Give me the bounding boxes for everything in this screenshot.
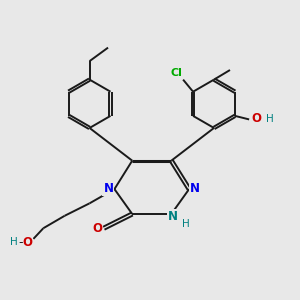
Text: Cl: Cl (171, 68, 183, 78)
Text: O: O (92, 222, 102, 235)
Text: H: H (266, 114, 273, 124)
Text: N: N (168, 210, 178, 223)
Text: -: - (18, 236, 22, 249)
Text: O: O (22, 236, 32, 249)
Text: N: N (190, 182, 200, 195)
Text: N: N (103, 182, 113, 195)
Text: O: O (251, 112, 261, 125)
Text: H: H (182, 219, 189, 229)
Text: H: H (10, 237, 18, 248)
